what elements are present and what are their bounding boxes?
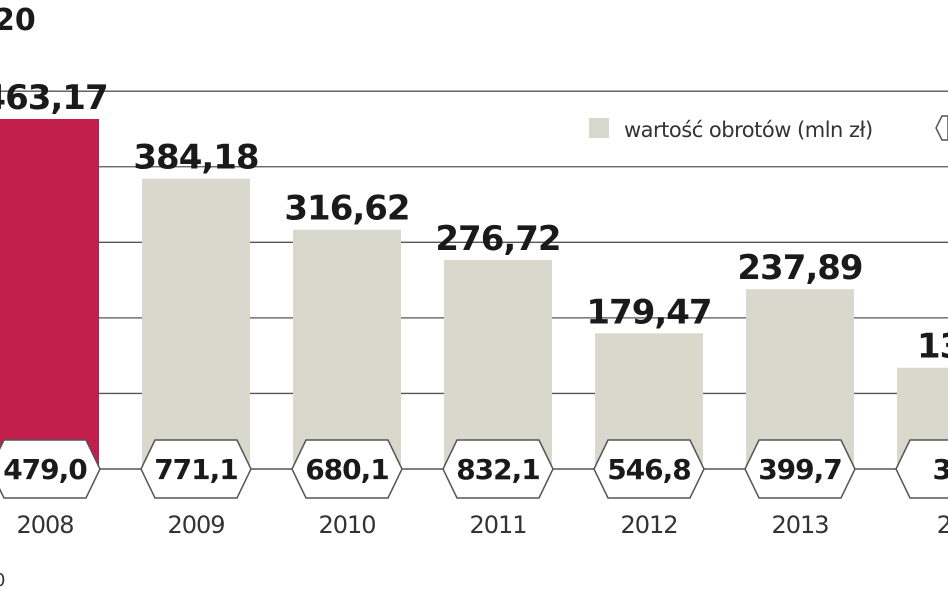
bar-value-label: 463,17 [0, 78, 108, 118]
x-tick-label: 2008 [16, 511, 73, 539]
legend-label: wartość obrotów (mln zł) [624, 118, 873, 142]
hexagon-value-label: 680,1 [305, 453, 389, 486]
bar [142, 178, 250, 469]
hexagon-value-label: 832,1 [456, 453, 540, 486]
hexagon-value-label: 32 [933, 453, 948, 486]
x-tick-label: 2012 [620, 511, 677, 539]
x-tick-label: 2009 [167, 511, 224, 539]
legend-hexagon-icon [935, 115, 948, 141]
hexagon-value-label: 546,8 [607, 453, 691, 486]
bar-value-label: 179,47 [586, 292, 711, 332]
bar-value-label: 237,89 [737, 248, 862, 288]
bar-value-label: 316,62 [284, 189, 409, 229]
hexagon-marker [442, 439, 554, 499]
bar [293, 229, 401, 469]
hexagon-marker [0, 439, 101, 499]
chart-title-fragment: 20 [0, 3, 36, 38]
legend-swatch [589, 118, 609, 138]
bar [444, 259, 552, 469]
hexagon-marker [895, 439, 948, 499]
legend: wartość obrotów (mln zł) [589, 115, 948, 142]
hexagon-value-label: 399,7 [758, 453, 842, 486]
x-tick-label: 20 [937, 511, 948, 539]
x-tick-label: 2013 [771, 511, 828, 539]
hexagon-marker [744, 439, 856, 499]
x-tick-label: 2011 [469, 511, 526, 539]
bar [746, 289, 854, 469]
x-tick-label: 2010 [318, 511, 375, 539]
hexagon-marker [291, 439, 403, 499]
hexagon-value-label: 771,1 [154, 453, 238, 486]
footer-fragment: 0 [0, 570, 5, 591]
bar [0, 119, 99, 469]
bar-value-label: 276,72 [435, 219, 560, 259]
hexagon-marker [140, 439, 252, 499]
hexagon-marker [593, 439, 705, 499]
hexagon-value-label: 479,0 [3, 453, 87, 486]
bar-value-label: 134 [917, 327, 948, 367]
bar-value-label: 384,18 [133, 138, 258, 178]
